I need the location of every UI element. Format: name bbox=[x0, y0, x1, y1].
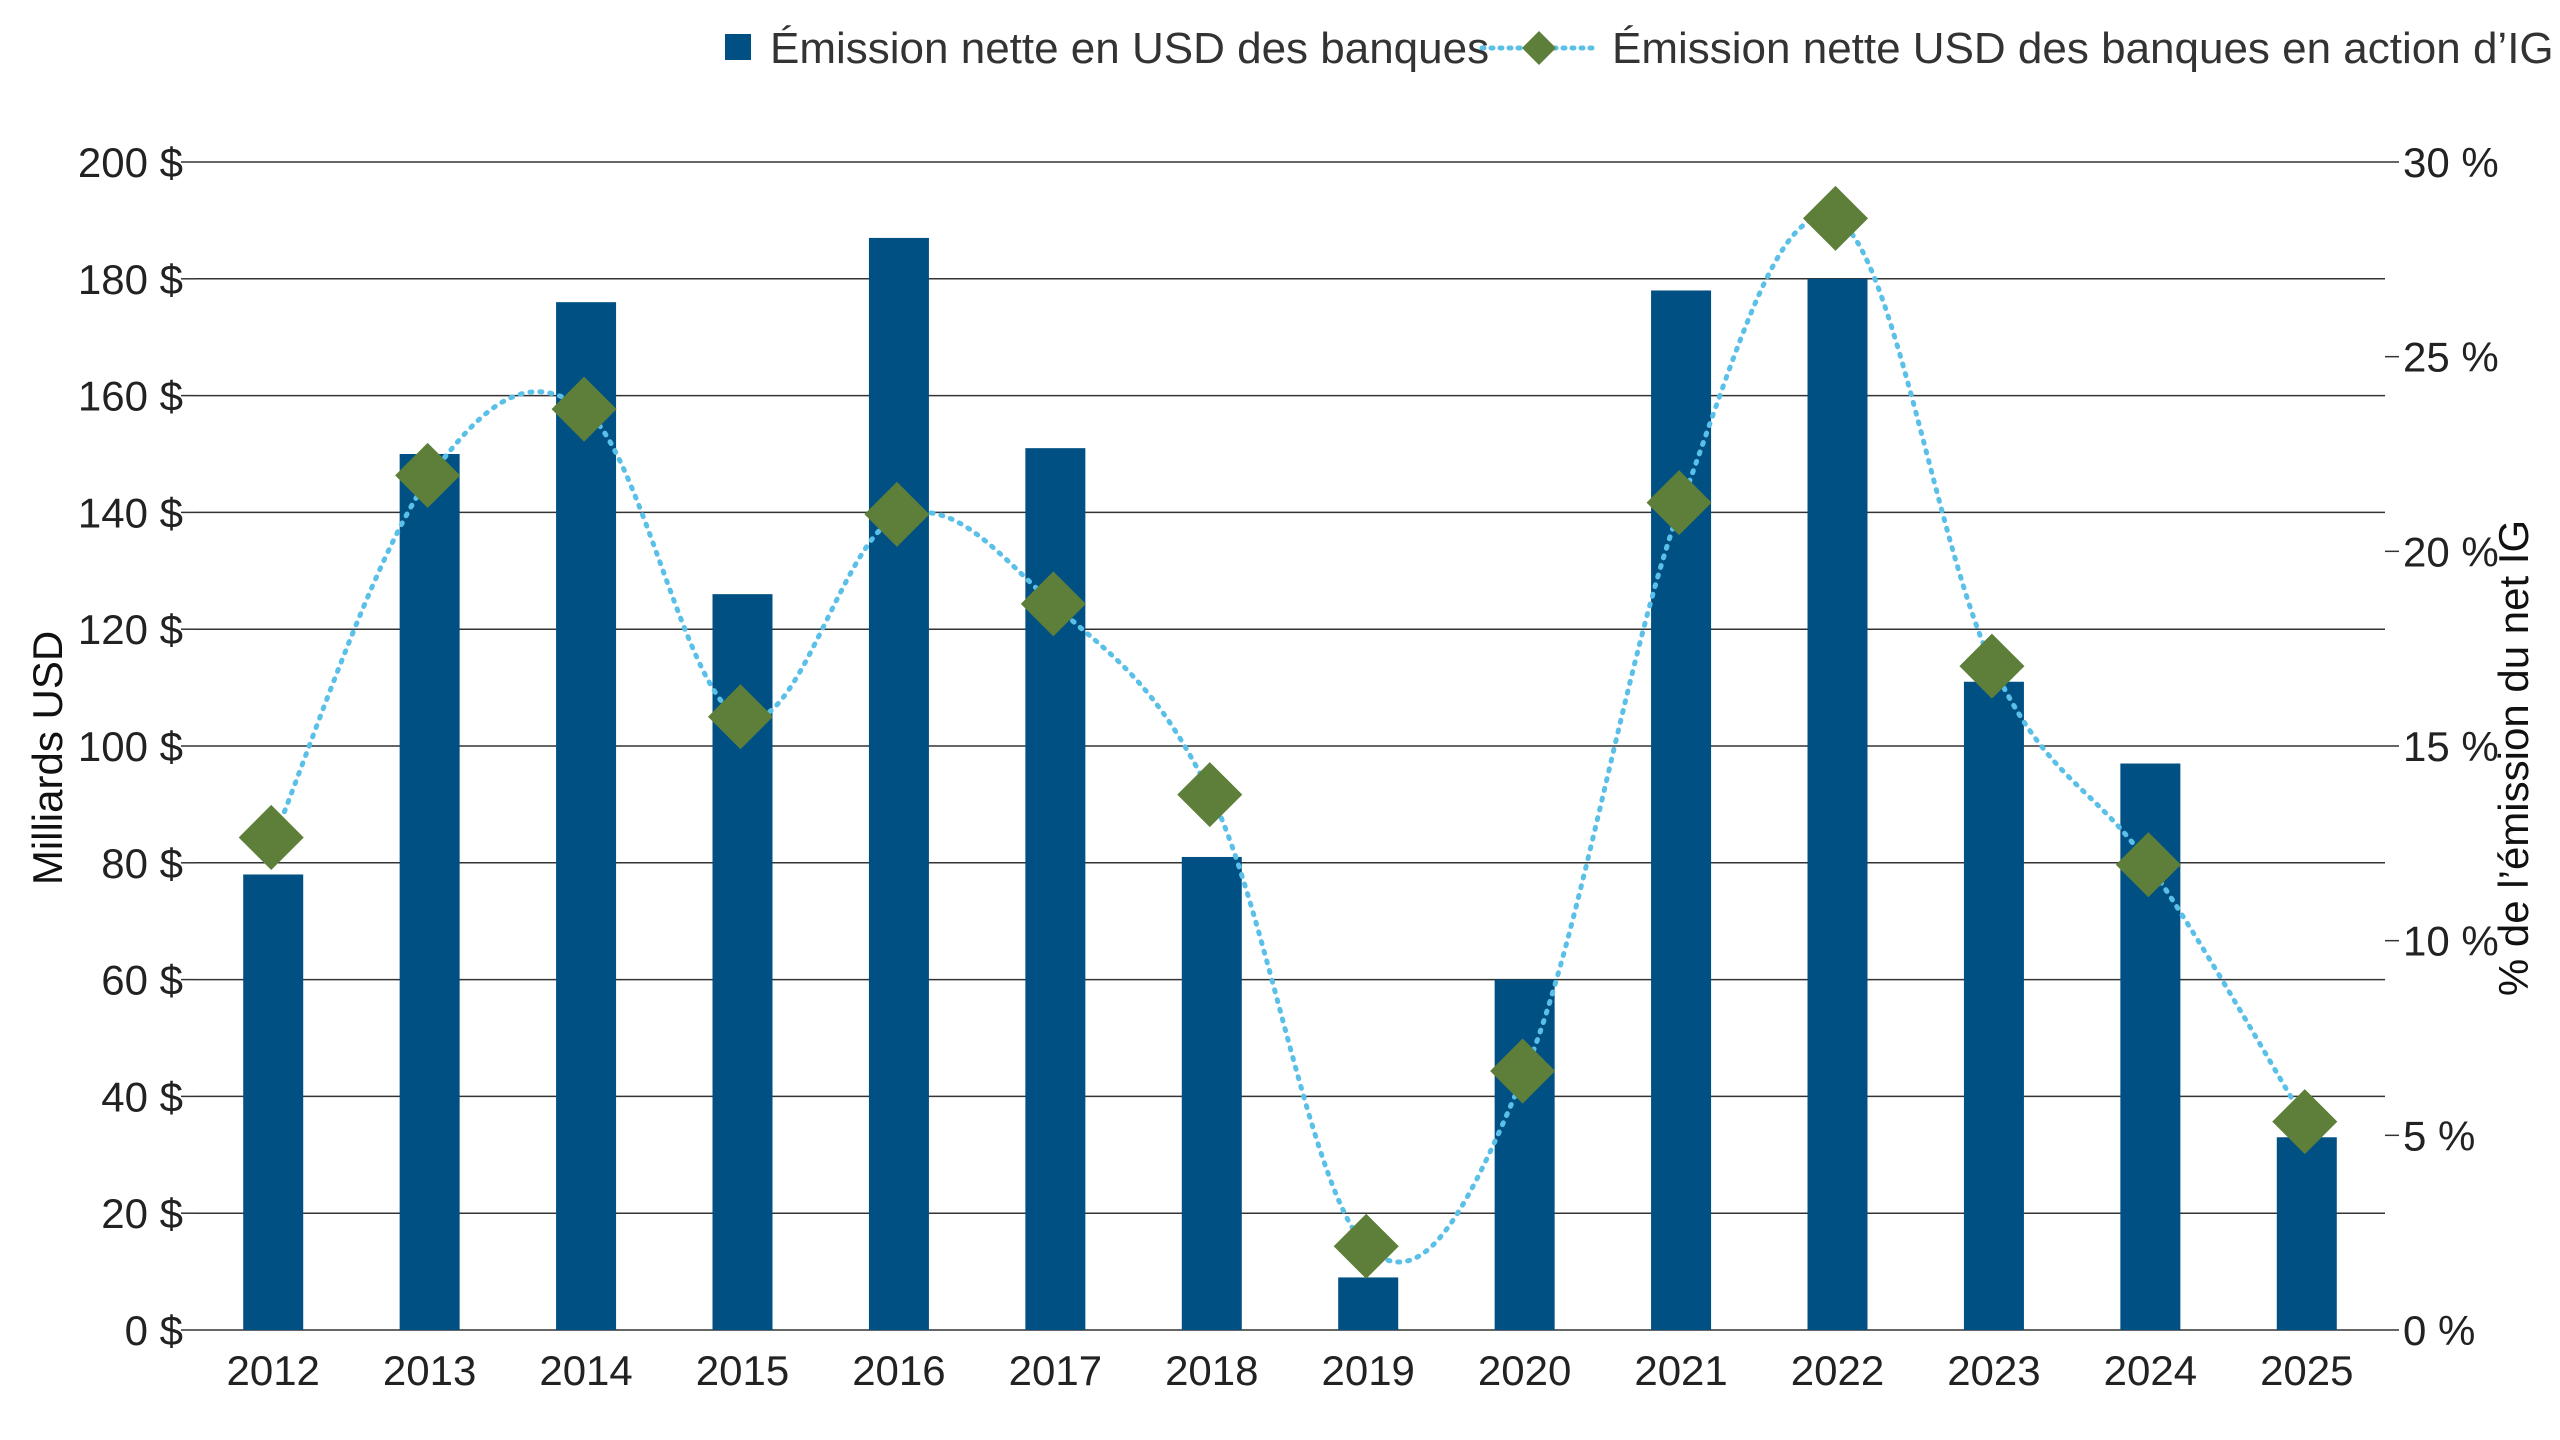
bar-layer bbox=[243, 237, 2337, 1331]
grid-layer bbox=[195, 161, 2385, 1331]
line-marker bbox=[1333, 1213, 1399, 1279]
line-marker bbox=[1959, 633, 2025, 699]
y-tick-label: 40 $ bbox=[101, 1073, 183, 1120]
bar bbox=[1807, 278, 1868, 1330]
line-marker bbox=[395, 442, 461, 508]
y-tick-label: 60 $ bbox=[101, 957, 183, 1004]
x-tick-label: 2024 bbox=[2104, 1347, 2197, 1394]
y-tick-label: 180 $ bbox=[78, 256, 183, 303]
bar bbox=[1181, 856, 1242, 1330]
x-tick-label: 2017 bbox=[1009, 1347, 1102, 1394]
y2-tick-label: 0 % bbox=[2403, 1307, 2475, 1354]
line-marker bbox=[1177, 762, 1243, 828]
line-marker bbox=[1490, 1038, 1556, 1104]
y-tick-label: 200 $ bbox=[78, 139, 183, 186]
line-marker bbox=[2115, 832, 2181, 898]
x-tick-label: 2022 bbox=[1791, 1347, 1884, 1394]
series-line bbox=[270, 214, 2310, 1265]
y2-tick-label: 5 % bbox=[2403, 1112, 2475, 1159]
bar bbox=[2276, 1137, 2337, 1330]
x-tick-label: 2015 bbox=[696, 1347, 789, 1394]
y2-tick-label: 25 % bbox=[2403, 334, 2499, 381]
line-marker bbox=[707, 684, 774, 750]
legend: Émission nette en USD des banques Émissi… bbox=[725, 24, 2554, 73]
y-tick-label: 100 $ bbox=[78, 723, 183, 770]
bar bbox=[1651, 290, 1712, 1331]
legend-line-label: Émission nette USD des banques en action… bbox=[1612, 24, 2554, 73]
y2-tick-label: 30 % bbox=[2403, 139, 2499, 186]
y-tick-label: 140 $ bbox=[78, 489, 183, 536]
legend-marker-swatch bbox=[1522, 31, 1556, 65]
y-tick-label: 160 $ bbox=[78, 373, 183, 420]
legend-bar-swatch bbox=[725, 34, 751, 60]
x-tick-label: 2019 bbox=[1321, 1347, 1414, 1394]
line-marker bbox=[551, 376, 617, 442]
line-marker bbox=[238, 804, 304, 870]
bar bbox=[399, 454, 460, 1330]
x-tick-label: 2012 bbox=[226, 1347, 319, 1394]
line-marker bbox=[1646, 470, 1712, 536]
y2-tick-label: 20 % bbox=[2403, 528, 2499, 575]
bar bbox=[1494, 979, 1555, 1330]
bar bbox=[243, 874, 304, 1330]
line-marker bbox=[2272, 1089, 2338, 1155]
y-tick-label: 20 $ bbox=[101, 1190, 183, 1237]
line-marker bbox=[1020, 571, 1086, 637]
y-tick-label: 80 $ bbox=[101, 840, 183, 887]
x-tick-label: 2018 bbox=[1165, 1347, 1258, 1394]
y2-tick-label: 15 % bbox=[2403, 723, 2499, 770]
y-tick-label: 0 $ bbox=[125, 1307, 183, 1354]
x-tick-label: 2020 bbox=[1478, 1347, 1571, 1394]
bar bbox=[556, 302, 617, 1330]
bar bbox=[868, 237, 929, 1330]
bar bbox=[1963, 681, 2024, 1330]
x-tick-label: 2016 bbox=[852, 1347, 945, 1394]
x-tick-label: 2021 bbox=[1634, 1347, 1727, 1394]
x-tick-label: 2023 bbox=[1947, 1347, 2040, 1394]
bar bbox=[1338, 1277, 1399, 1330]
axis-layer: 0 $ 20 $ 40 $ 60 $ 80 $ 100 $ 120 $ 140 $ 160 $ 1… bbox=[78, 139, 2499, 1394]
legend-bar-label: Émission nette en USD des banques bbox=[770, 24, 1489, 73]
y-tick-label: 120 $ bbox=[78, 606, 183, 653]
line-marker bbox=[1802, 185, 1869, 251]
y2-axis-title: % de l’émission du net IG bbox=[2490, 520, 2537, 996]
line-marker bbox=[864, 481, 930, 547]
x-tick-label: 2014 bbox=[539, 1347, 632, 1394]
x-tick-label: 2013 bbox=[383, 1347, 476, 1394]
y-axis-title: Milliards USD bbox=[24, 631, 71, 885]
x-tick-label: 2025 bbox=[2260, 1347, 2353, 1394]
y2-tick-label: 10 % bbox=[2403, 918, 2499, 965]
